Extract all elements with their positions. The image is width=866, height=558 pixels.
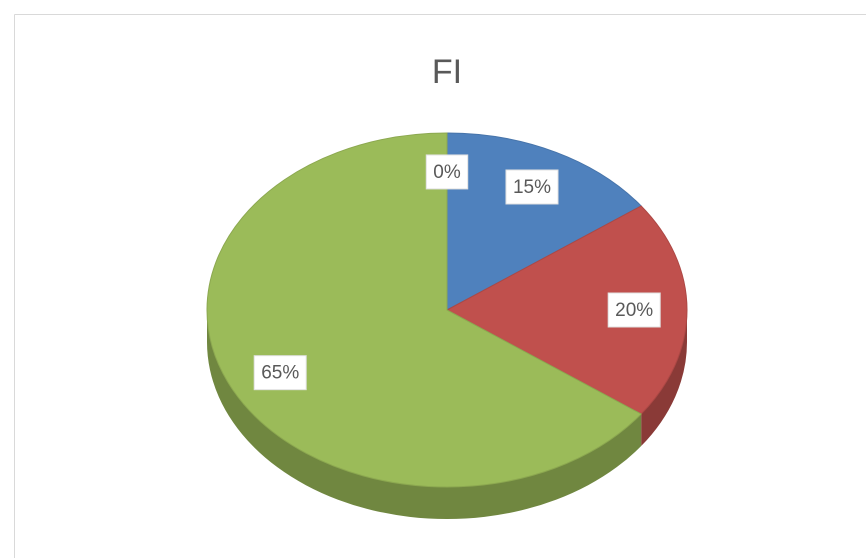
slice-side	[207, 310, 642, 520]
data-label-text: 0%	[433, 162, 461, 183]
data-label: 0%	[425, 154, 469, 190]
pie-slice	[446, 132, 642, 311]
data-label: 65%	[253, 355, 307, 391]
pie-slice	[206, 132, 642, 488]
data-label-text: 20%	[615, 300, 653, 321]
data-label-box	[253, 355, 307, 391]
pie-labels: 0% 15% 20% 65%	[253, 154, 661, 391]
data-label: 20%	[607, 292, 661, 328]
chart-title: FI	[432, 53, 462, 91]
data-label-box	[607, 292, 661, 328]
data-label-text: 15%	[513, 177, 551, 198]
pie-tops	[206, 132, 688, 488]
pie-slice	[445, 205, 688, 415]
pie-sides	[207, 310, 687, 520]
data-label-text: 65%	[261, 363, 299, 384]
data-label-box	[425, 154, 469, 190]
data-label-box	[505, 169, 559, 205]
slice-side	[641, 310, 687, 447]
data-label: 15%	[505, 169, 559, 205]
